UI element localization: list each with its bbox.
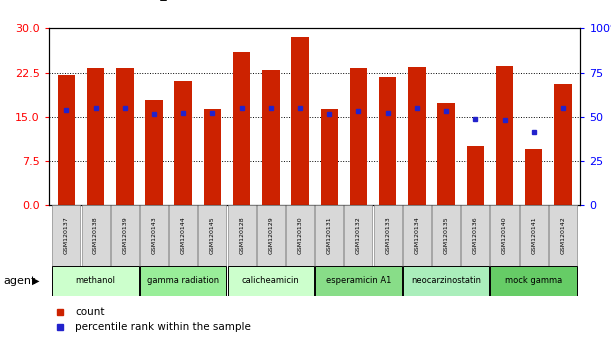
Bar <box>87 68 104 205</box>
Bar <box>467 146 484 205</box>
Text: GSM120130: GSM120130 <box>298 217 302 254</box>
Text: percentile rank within the sample: percentile rank within the sample <box>76 322 251 332</box>
Bar <box>432 205 460 266</box>
Bar <box>82 205 109 266</box>
Text: GSM120140: GSM120140 <box>502 217 507 254</box>
Bar <box>554 84 572 205</box>
Text: ▶: ▶ <box>32 275 39 286</box>
Text: GSM120137: GSM120137 <box>64 217 69 254</box>
Bar <box>111 205 139 266</box>
Bar <box>169 205 197 266</box>
Text: GSM120135: GSM120135 <box>444 217 448 254</box>
Bar <box>491 205 519 266</box>
Bar <box>408 67 426 205</box>
Bar <box>321 109 338 205</box>
Bar <box>57 75 75 205</box>
Text: calicheamicin: calicheamicin <box>242 276 300 285</box>
Bar <box>291 37 309 205</box>
Text: gamma radiation: gamma radiation <box>147 276 219 285</box>
Bar <box>257 205 285 266</box>
Bar <box>520 205 547 266</box>
Text: agent: agent <box>3 275 35 286</box>
Bar <box>379 77 397 205</box>
Bar <box>228 205 255 266</box>
Bar <box>199 205 227 266</box>
Bar <box>349 68 367 205</box>
Bar <box>496 66 513 205</box>
Bar <box>53 205 81 266</box>
Bar <box>549 205 577 266</box>
Text: GSM120144: GSM120144 <box>181 217 186 254</box>
Bar <box>491 266 577 296</box>
Bar <box>233 52 251 205</box>
Text: mock gamma: mock gamma <box>505 276 562 285</box>
Bar <box>175 81 192 205</box>
Bar <box>403 266 489 296</box>
Bar <box>140 266 227 296</box>
Text: GSM120139: GSM120139 <box>122 217 127 254</box>
Bar <box>262 70 280 205</box>
Bar <box>286 205 314 266</box>
Text: GSM120134: GSM120134 <box>414 217 419 254</box>
Bar <box>116 68 134 205</box>
Bar <box>53 266 139 296</box>
Text: GSM120132: GSM120132 <box>356 217 361 254</box>
Text: GSM120129: GSM120129 <box>268 217 273 254</box>
Bar <box>315 266 401 296</box>
Text: GSM120142: GSM120142 <box>560 217 565 254</box>
Text: GSM120145: GSM120145 <box>210 217 215 254</box>
Bar <box>140 205 168 266</box>
Text: GSM120136: GSM120136 <box>473 217 478 254</box>
Text: GSM120131: GSM120131 <box>327 217 332 254</box>
Text: GSM120128: GSM120128 <box>239 217 244 254</box>
Bar <box>525 149 543 205</box>
Text: GSM120141: GSM120141 <box>531 217 536 254</box>
Text: esperamicin A1: esperamicin A1 <box>326 276 391 285</box>
Bar <box>203 109 221 205</box>
Bar <box>345 205 373 266</box>
Text: GSM120143: GSM120143 <box>152 217 156 254</box>
Bar <box>461 205 489 266</box>
Text: neocarzinostatin: neocarzinostatin <box>411 276 481 285</box>
Bar <box>437 103 455 205</box>
Text: GSM120138: GSM120138 <box>93 217 98 254</box>
Bar <box>145 100 163 205</box>
Bar <box>228 266 314 296</box>
Text: methanol: methanol <box>76 276 115 285</box>
Bar <box>374 205 401 266</box>
Bar <box>403 205 431 266</box>
Text: count: count <box>76 307 105 316</box>
Text: GSM120133: GSM120133 <box>385 217 390 254</box>
Bar <box>315 205 343 266</box>
